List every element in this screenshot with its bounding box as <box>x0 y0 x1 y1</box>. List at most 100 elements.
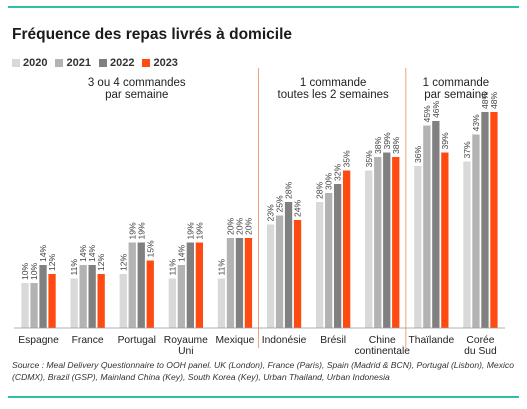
bar-value-label: 28% <box>284 181 294 199</box>
bar <box>490 112 498 328</box>
bar <box>463 161 471 328</box>
legend-swatch <box>98 59 107 67</box>
bar <box>481 112 489 328</box>
bar-value-label: 48% <box>489 91 499 109</box>
bar-value-label: 35% <box>364 150 374 168</box>
bar <box>383 152 391 328</box>
category-label: France <box>72 335 104 346</box>
bar <box>137 242 145 328</box>
bar-value-label: 12% <box>47 253 57 271</box>
bar-value-label: 30% <box>324 172 334 190</box>
category-label: Espagne <box>18 335 59 346</box>
bar-value-label: 43% <box>471 114 481 132</box>
bar <box>146 260 154 328</box>
bar <box>432 121 440 328</box>
category-label: Mexique <box>215 335 254 346</box>
bar-value-label: 19% <box>127 222 137 240</box>
bar-value-label: 20% <box>243 217 253 235</box>
legend-item-2021: 2021 <box>55 57 91 69</box>
bar-value-label: 15% <box>145 240 155 258</box>
bar <box>275 215 284 328</box>
legend-swatch <box>12 59 20 67</box>
bar-value-label: 11% <box>167 259 177 276</box>
bar-value-label: 19% <box>136 222 146 240</box>
bar-value-label: 24% <box>293 199 303 217</box>
category-label: Brésil <box>320 335 346 346</box>
chart-title: Fréquence des repas livrés à domicile <box>12 26 292 43</box>
bar-value-label: 32% <box>333 163 343 181</box>
bar-value-label: 20% <box>225 217 235 235</box>
bar-value-label: 12% <box>118 253 128 271</box>
bar <box>48 274 56 328</box>
bar-value-label: 48% <box>480 91 490 109</box>
bar-value-label: 19% <box>185 222 195 240</box>
bar <box>195 242 203 328</box>
category-label: Chine continentale <box>354 335 410 357</box>
bar-value-label: 36% <box>413 145 423 163</box>
bar <box>177 265 185 328</box>
bar <box>423 125 431 328</box>
bar <box>39 265 47 328</box>
legend-item-2023: 2023 <box>142 57 178 69</box>
category-label: Corée du Sud <box>464 335 497 357</box>
top-rule <box>8 6 519 8</box>
bar <box>244 238 253 328</box>
bar <box>392 157 400 328</box>
bar-value-label: 38% <box>373 136 383 154</box>
bar <box>186 242 194 328</box>
bar <box>21 283 29 328</box>
bar <box>70 278 78 328</box>
bar <box>284 202 293 328</box>
bar <box>168 278 176 328</box>
bar <box>441 152 449 328</box>
legend-label: 2022 <box>109 57 135 69</box>
bar-value-label: 19% <box>194 222 204 240</box>
bar <box>226 238 235 328</box>
bar-value-label: 35% <box>342 150 352 168</box>
bar-value-label: 14% <box>38 244 48 262</box>
bar <box>316 202 324 328</box>
bar <box>374 157 382 328</box>
bar-value-label: 25% <box>275 195 285 213</box>
bar <box>472 134 480 328</box>
legend-swatch <box>142 59 151 67</box>
category-label: Portugal <box>118 335 156 346</box>
bar-value-label: 11% <box>69 259 79 276</box>
bar <box>30 283 38 328</box>
legend-label: 2020 <box>23 57 48 69</box>
bar <box>343 170 351 328</box>
category-label: Royaume Uni <box>164 335 208 357</box>
bottom-rule <box>8 396 519 398</box>
group-header: 3 ou 4 commandes par semaine <box>88 77 186 101</box>
bar-value-label: 12% <box>96 253 106 271</box>
source-note: Source : Meal Delivery Questionnaire to … <box>12 360 514 382</box>
bar-value-label: 14% <box>87 244 97 262</box>
bar-value-label: 20% <box>234 217 244 235</box>
bar-value-label: 10% <box>20 262 30 280</box>
legend-item-2022: 2022 <box>98 57 135 69</box>
legend-label: 2023 <box>153 57 178 69</box>
legend-swatch <box>55 59 64 67</box>
bar-value-label: 37% <box>462 141 472 159</box>
legend-label: 2021 <box>66 57 91 69</box>
group-header: 1 commande par semaine <box>423 77 489 101</box>
legend: 2020 2021 2022 2023 <box>12 57 178 69</box>
bar <box>217 278 226 328</box>
bar-value-label: 39% <box>440 132 450 150</box>
bar <box>414 166 422 328</box>
bar <box>365 170 373 328</box>
bar-value-label: 10% <box>29 262 39 280</box>
bar-value-label: 46% <box>431 100 441 118</box>
bar-value-label: 39% <box>382 132 392 150</box>
bar <box>334 184 342 328</box>
bar-value-label: 14% <box>176 244 186 262</box>
legend-item-2020: 2020 <box>12 57 47 69</box>
category-label: Thaïlande <box>408 335 454 346</box>
bar-value-label: 45% <box>422 105 432 123</box>
category-label: Indonésie <box>262 335 307 346</box>
bar <box>293 220 302 328</box>
bar <box>325 193 333 328</box>
bar <box>266 224 275 328</box>
bar <box>97 274 105 328</box>
